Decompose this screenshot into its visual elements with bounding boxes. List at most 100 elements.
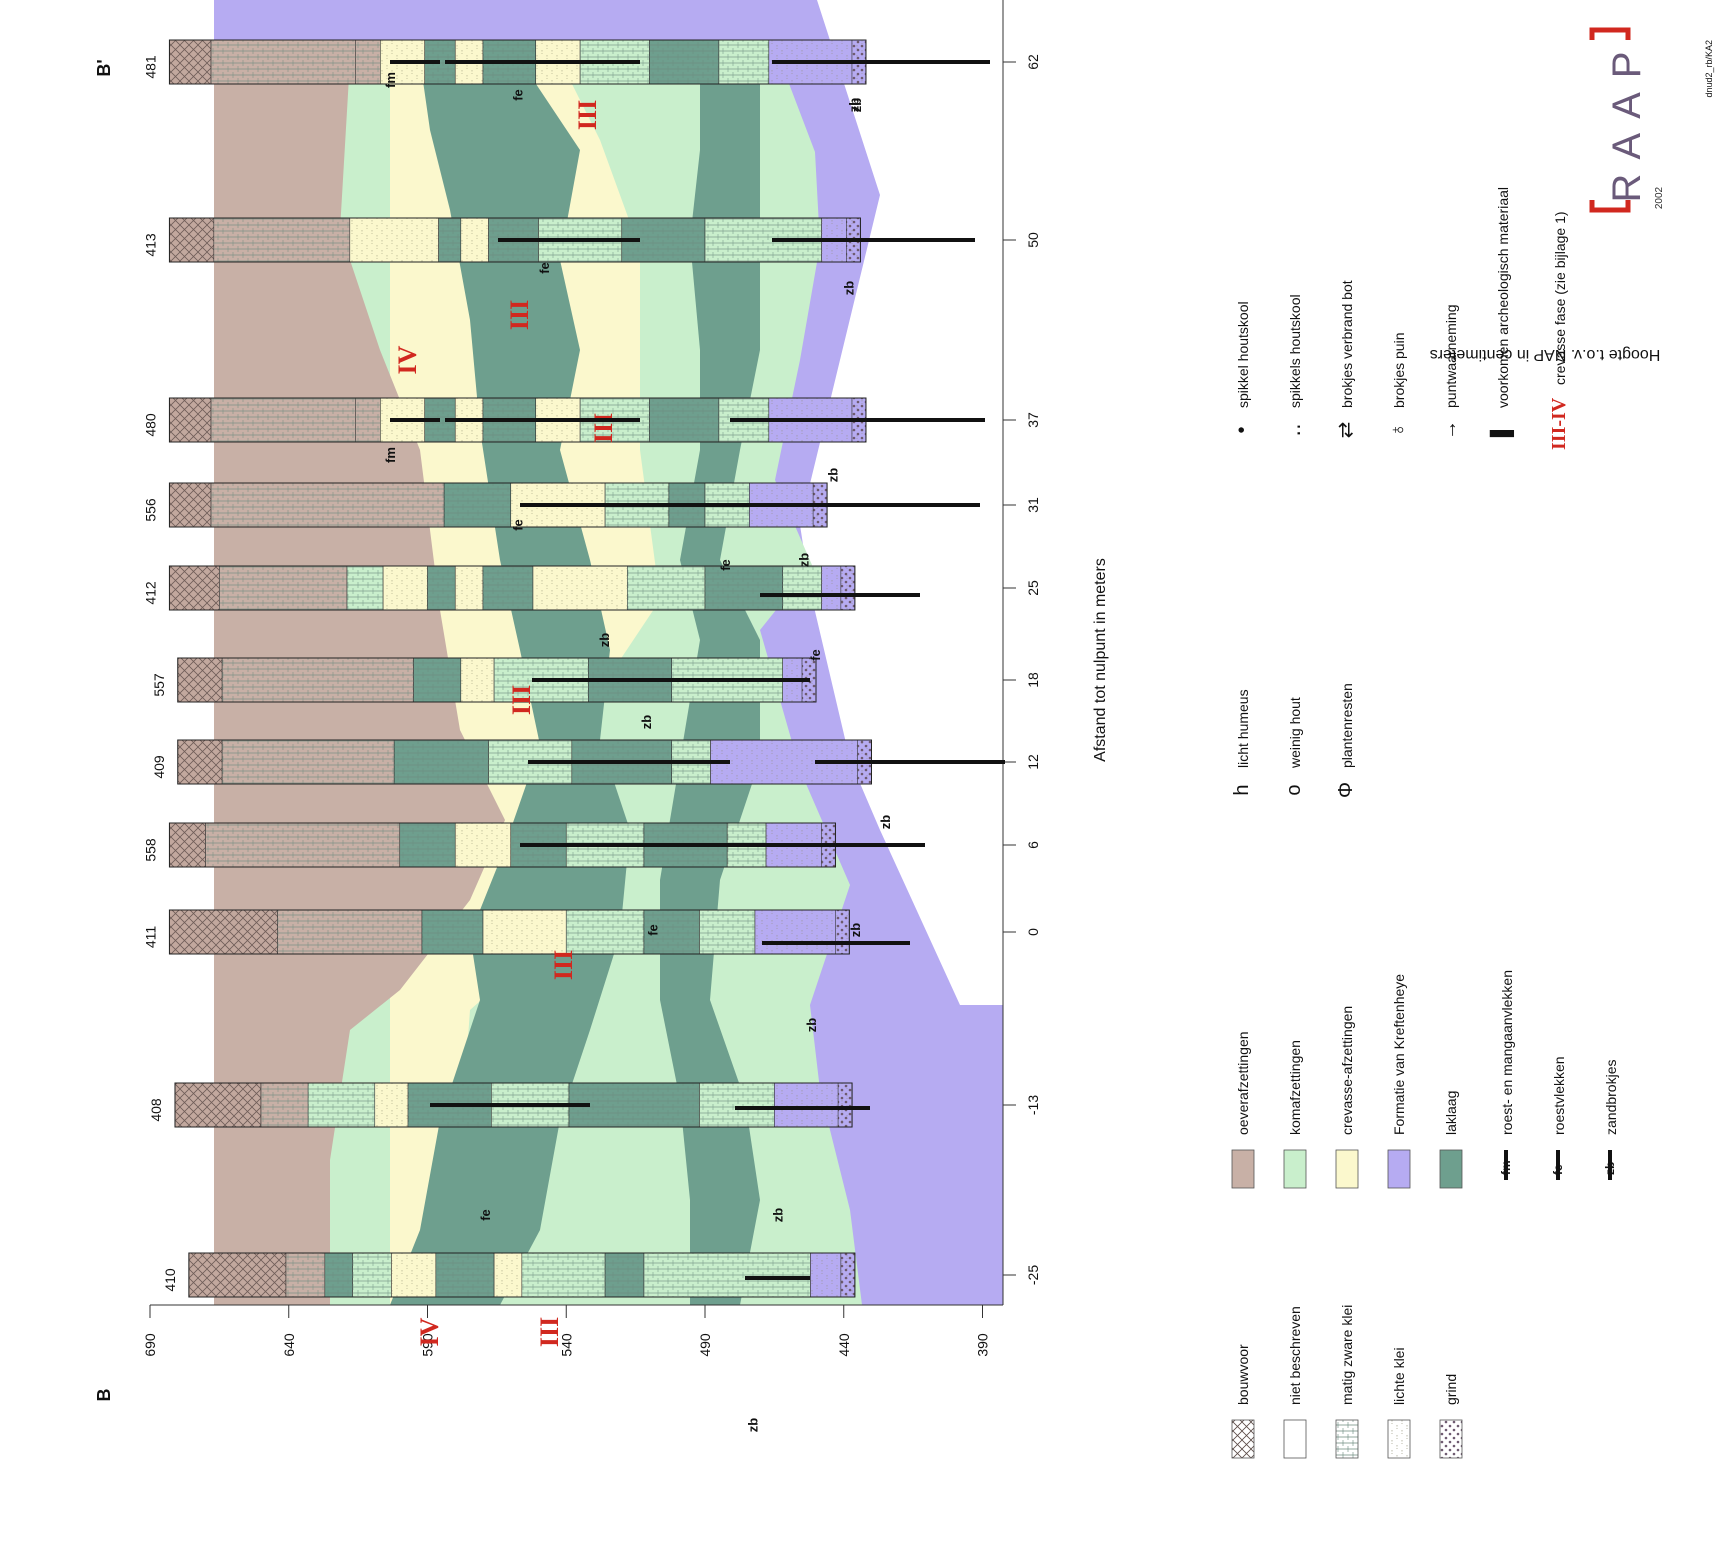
legend-symbol-label: plantenresten xyxy=(1339,683,1355,768)
borehole-layer-pattern xyxy=(569,1083,700,1127)
borehole-layer-pattern xyxy=(627,566,705,610)
borehole-layer-pattern xyxy=(394,740,489,784)
borehole-layer-pattern xyxy=(222,658,414,702)
arrow-icon: → xyxy=(1439,420,1461,440)
bar-icon: ▌ xyxy=(1489,423,1515,437)
x-axis-title: Afstand tot nulpunt in meters xyxy=(1092,558,1109,762)
plant-icon: Φ xyxy=(1335,782,1357,798)
ring-icon: o xyxy=(1283,784,1305,795)
axes xyxy=(150,0,1004,1306)
borehole-layer-pattern xyxy=(169,910,278,954)
legend-symbol-label: brokjes verbrand bot xyxy=(1339,280,1355,408)
borehole-layer-pattern xyxy=(349,218,439,262)
borehole-layer-pattern xyxy=(355,398,381,442)
legend-label: matig zware klei xyxy=(1339,1305,1355,1405)
borehole-layer-pattern xyxy=(169,566,220,610)
borehole-id: 408 xyxy=(148,1098,164,1122)
borehole-layer-pattern xyxy=(188,1253,286,1297)
borehole-layer-pattern xyxy=(211,398,356,442)
boreholes: 410 408 411 558 409 557 412 556 480 413 481 xyxy=(142,39,872,1298)
feature-code: zb xyxy=(639,715,654,730)
legend-mark-label: zandbrokjes xyxy=(1603,1060,1619,1136)
borehole-layer-pattern xyxy=(718,40,769,84)
feature-code: zb xyxy=(771,1208,786,1223)
borehole-layer-pattern xyxy=(211,40,356,84)
feature-code: zb xyxy=(847,98,862,113)
borehole-id: 480 xyxy=(142,413,158,437)
legend-label: niet beschreven xyxy=(1287,1306,1303,1405)
legend-label: lichte klei xyxy=(1391,1347,1407,1405)
legend-symbol-label: weinig hout xyxy=(1287,697,1303,769)
legend-symbol-label: puntwaarneming xyxy=(1443,304,1459,408)
x-tick-label: 6 xyxy=(1025,841,1041,849)
borehole-grind xyxy=(840,565,856,611)
borehole-layer-pattern xyxy=(391,1253,436,1297)
legend-unit-label: komafzettingen xyxy=(1287,1040,1303,1135)
borehole-layer-pattern xyxy=(643,1253,811,1297)
feature-code: zb xyxy=(797,553,812,568)
borehole-id: 558 xyxy=(142,838,158,862)
legend-unit-label: oeverafzettingen xyxy=(1235,1031,1251,1135)
feature-code: zb xyxy=(746,1418,761,1433)
legend-symbol-label: voorkomen archeologisch materiaal xyxy=(1495,187,1511,408)
legend-unit-label: Formatie van Kreftenheye xyxy=(1391,974,1407,1135)
borehole-layer-pattern xyxy=(699,1083,775,1127)
borehole-layer-pattern xyxy=(399,823,456,867)
borehole-id: 411 xyxy=(142,926,158,949)
section-start-label: B xyxy=(94,1389,114,1402)
phase-label: IV xyxy=(415,1317,444,1346)
borehole-outline xyxy=(188,1252,856,1298)
legend-swatch xyxy=(1231,1419,1255,1459)
borehole-layer-pattern xyxy=(177,658,223,702)
legend-unit-swatch xyxy=(1335,1149,1359,1189)
feature-code: fe xyxy=(718,559,733,571)
x-tick-label: 0 xyxy=(1025,928,1041,936)
x-tick-label: -25 xyxy=(1025,1265,1041,1285)
phase-label: III xyxy=(505,300,534,330)
legend-swatch xyxy=(1335,1419,1359,1459)
legend-mark-code: fm xyxy=(1499,1160,1513,1175)
borehole-id: 556 xyxy=(142,498,158,522)
feature-code: zb xyxy=(826,468,841,483)
feature-code: fe xyxy=(478,1209,493,1221)
borehole-layer-pattern xyxy=(699,910,755,954)
borehole-layer-pattern xyxy=(643,910,700,954)
raap-logo: RAAP 2002 xyxy=(1605,38,1665,210)
borehole-layer-pattern xyxy=(261,1083,309,1127)
borehole-layer-pattern xyxy=(324,1253,353,1297)
legend-mark-code: fe xyxy=(1551,1164,1565,1175)
dot-icon: • xyxy=(1231,426,1253,433)
x-axis-ticks: -25 -13 0 6 12 18 25 31 37 50 62 xyxy=(1003,54,1041,1285)
legend-unit-swatch xyxy=(1439,1149,1463,1189)
borehole-layer-pattern xyxy=(483,910,567,954)
phase-label: III xyxy=(535,1317,564,1347)
legend-label: grind xyxy=(1443,1374,1459,1405)
borehole-layer-pattern xyxy=(169,218,214,262)
feature-code: fm xyxy=(383,72,398,88)
y-tick-label: 640 xyxy=(281,1333,297,1357)
borehole-id: 481 xyxy=(142,55,158,79)
logo-text: RAAP xyxy=(1605,38,1649,203)
borehole-id: 413 xyxy=(142,233,158,257)
feature-code: fm xyxy=(383,447,398,463)
borehole-layer-pattern xyxy=(455,566,483,610)
borehole-id: 557 xyxy=(151,673,167,697)
borehole-layer-pattern xyxy=(277,910,422,954)
x-tick-label: -13 xyxy=(1025,1095,1041,1115)
legend-unit-swatch xyxy=(1283,1149,1307,1189)
borehole-layer-pattern xyxy=(566,910,644,954)
legend-phase-label: crevasse fase (zie bijlage 1) xyxy=(1552,211,1568,385)
borehole-layer-pattern xyxy=(219,566,348,610)
feature-code: zb xyxy=(849,98,864,113)
feature-code: zb xyxy=(804,1018,819,1033)
feature-marks: zb fe zb zb zb fe zb zb fe zb zb fe zb fm fe zb fe zb fm fe… xyxy=(383,60,1005,1433)
legend-unit-swatch xyxy=(1231,1149,1255,1189)
legend-swatch xyxy=(1387,1419,1411,1459)
borehole-layer-pattern xyxy=(455,823,511,867)
band-laklaag-upper xyxy=(330,60,630,1305)
borehole-layer-pattern xyxy=(308,1083,375,1127)
legend-mark-label: roestvlekken xyxy=(1551,1056,1567,1135)
borehole-layer-pattern xyxy=(444,483,511,527)
y-axis-title: Hoogte t.o.v. NAP in centimeters xyxy=(1430,346,1661,363)
borehole-layer-pattern xyxy=(177,740,223,784)
